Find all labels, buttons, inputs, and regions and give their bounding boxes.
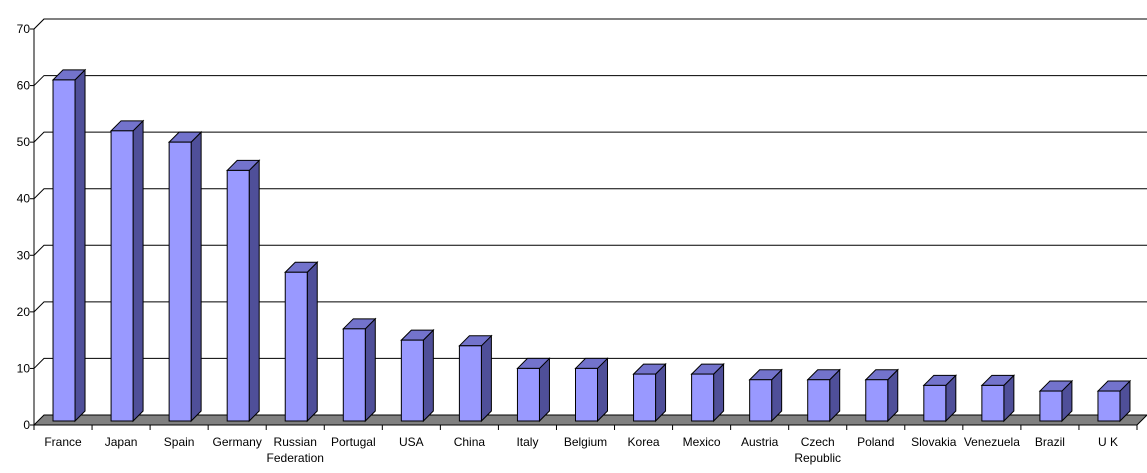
bar [400,328,435,423]
x-category-label: Spain [164,435,195,449]
bar-front [52,79,76,422]
x-category-label: Brazil [1035,435,1065,449]
bar [109,119,145,423]
bar-front [807,379,831,422]
bar [167,130,203,423]
y-tick-label: 0 [23,418,30,432]
bar-side [306,261,318,423]
bar [574,357,609,423]
gridline [33,188,1147,200]
gridline [33,131,1147,143]
bar-front [633,373,657,422]
x-category-label: Italy [516,435,538,449]
x-category-label: Poland [857,435,894,449]
bar [1096,379,1132,423]
bar-side [538,357,550,423]
y-tick-label: 10 [17,361,31,375]
x-category-label: Belgium [564,435,607,449]
y-tick-label: 70 [17,22,31,36]
bar [284,261,319,423]
y-tick-label: 30 [17,248,31,262]
bar [342,317,377,423]
bar-front [1097,390,1121,422]
bar-side [422,328,434,423]
x-category-label: Korea [628,435,660,449]
x-category-label: USA [399,435,424,449]
x-category-label: Mexico [683,435,721,449]
x-category-label: Germany [213,435,262,449]
gridline [33,244,1147,256]
bar [225,159,261,423]
bar-front [284,271,308,422]
gridline [33,357,1147,369]
bar-front [749,379,773,422]
y-tick-label: 40 [17,192,31,206]
x-category-label: China [454,435,486,449]
bar [922,374,958,423]
gridlines [33,18,1147,369]
bar-side [597,357,608,423]
bar [806,368,841,423]
bar [748,368,783,423]
bar-front [458,345,482,422]
bar [1038,379,1074,423]
x-category-label: Venezuela [964,435,1020,449]
gridline [33,75,1147,86]
x-category-label: France [44,435,82,449]
x-category-label: Slovakia [911,435,957,449]
bar-side [74,68,86,423]
bar-front [516,367,540,422]
x-category-label: Czech Republic [794,435,841,465]
bar [980,374,1016,423]
bar-front [1039,390,1063,422]
bar-front [226,169,250,422]
bar-side [480,334,492,423]
bar-front [400,339,424,422]
bar-front [342,328,366,422]
bar-front [575,367,598,422]
x-category-label: Portugal [331,435,376,449]
bar-front [981,384,1005,422]
x-category-label: Japan [105,435,138,449]
y-axis: 0 10 20 30 40 50 60 70 [17,22,35,432]
x-category-label: U K [1098,435,1118,449]
y-tick-label: 50 [17,135,31,149]
bar-front [865,379,889,422]
bar [864,368,899,423]
bar-side [364,317,376,423]
bar-front [110,130,134,422]
bar-side [132,119,144,423]
gridline [33,18,1147,30]
y-tick-label: 20 [17,305,31,319]
bar [516,357,551,423]
bar-front [691,373,715,422]
gridline [33,301,1147,313]
x-category-label: Russian Federation [267,435,324,465]
bar [458,334,493,423]
bar [690,362,725,423]
x-category-label: Austria [741,435,779,449]
bar [632,362,667,423]
bar-front [923,384,947,422]
bar-side [248,159,260,423]
bar-front [168,141,192,422]
bar [51,68,87,423]
bar-side [190,130,202,423]
y-tick-label: 60 [17,79,31,93]
bars [51,68,1132,423]
x-axis: France Japan Spain Germany Russian Federation… [33,424,1138,465]
